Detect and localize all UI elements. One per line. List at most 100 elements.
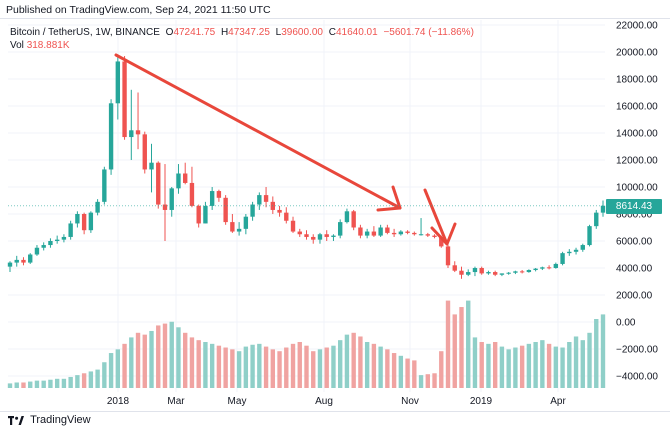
high-value: 47347.25 — [228, 27, 270, 38]
candle-body — [358, 227, 363, 236]
close-label: C — [328, 27, 336, 38]
volume-bar — [88, 371, 94, 388]
candle-body — [236, 228, 242, 232]
volume-bar — [546, 343, 552, 388]
volume-bar — [540, 340, 545, 388]
price-tick-label: 4000.00 — [616, 264, 653, 275]
candle-body — [418, 234, 424, 236]
candle-body — [600, 205, 606, 213]
candle-body — [189, 182, 195, 206]
candle-body — [398, 231, 404, 235]
volume-bar — [236, 351, 242, 388]
volume-bar — [526, 343, 532, 388]
candle-body — [169, 188, 174, 210]
candle-body — [297, 231, 302, 235]
candle-body — [351, 211, 356, 228]
candle-body — [108, 103, 114, 170]
candle-body — [553, 263, 559, 268]
candle-body — [317, 234, 323, 240]
candle-body — [567, 251, 572, 254]
volume-bar — [7, 383, 13, 388]
candle-body — [149, 162, 154, 170]
volume-bar — [580, 340, 585, 388]
drop-arrow-line — [423, 188, 449, 246]
volume-bar — [95, 369, 100, 388]
volume-bar — [519, 345, 525, 388]
trend-arrow-line — [114, 53, 402, 210]
candle-body — [263, 195, 269, 202]
price-tick-label: 0.00 — [616, 318, 636, 329]
volume-bar — [452, 314, 457, 388]
volume-bar — [533, 342, 538, 388]
candle-body — [277, 209, 282, 213]
volume-bar — [331, 345, 336, 388]
volume-bar — [338, 340, 343, 388]
price-tick-label: 14000.00 — [616, 129, 658, 140]
volume-bar — [492, 342, 498, 388]
price-tick-label: 8000.00 — [616, 210, 653, 221]
published-text: Published on TradingView.com, Sep 24, 20… — [6, 4, 271, 16]
candle-body — [196, 205, 201, 224]
volume-bar — [21, 382, 26, 388]
volume-bar — [459, 307, 464, 388]
volume-bar — [81, 373, 87, 388]
candle-body — [290, 220, 296, 232]
volume-bar — [513, 347, 518, 388]
volume-bar — [34, 380, 40, 388]
volume-bar — [54, 378, 60, 388]
candle-body — [580, 245, 585, 250]
candle-body — [311, 236, 316, 240]
trend-arrow-head — [376, 185, 402, 212]
candle-body — [526, 270, 532, 273]
price-tick-label: 16000.00 — [616, 102, 658, 113]
volume-bar — [176, 327, 181, 388]
candle-body — [14, 259, 19, 263]
volume-bar — [68, 376, 73, 388]
candle-body — [142, 134, 147, 170]
last-price-badge: 8614.43 — [606, 199, 662, 214]
volume-bar — [250, 344, 255, 388]
candle-body — [216, 191, 222, 198]
volume-bar — [115, 349, 121, 388]
candle-body — [7, 262, 13, 267]
volume-bar — [472, 337, 478, 388]
volume-bar — [48, 379, 53, 388]
time-tick-label: Apr — [550, 396, 566, 407]
volume-bar — [587, 332, 592, 388]
time-tick-label: Aug — [315, 396, 333, 407]
volume-bar — [162, 323, 168, 388]
open-value: 47241.75 — [173, 27, 216, 38]
candle-body — [573, 249, 579, 252]
high-label: H — [220, 27, 229, 38]
volume-bar — [129, 337, 134, 388]
candle-body — [439, 236, 444, 247]
candle-body — [176, 173, 181, 189]
volume-bar — [560, 347, 565, 388]
candle-body — [452, 265, 457, 271]
volume-bar — [425, 374, 430, 388]
candle-body — [243, 216, 249, 229]
candle-body — [344, 211, 350, 223]
volume-bar — [317, 349, 323, 388]
brand-footer[interactable]: TradingView — [8, 414, 91, 426]
time-tick-label: 2019 — [470, 396, 493, 407]
close-value: 41640.01 — [335, 27, 378, 38]
candle-body — [81, 214, 87, 231]
candle-body — [425, 234, 430, 236]
candle-body — [304, 234, 309, 237]
candle-body — [506, 272, 511, 274]
candle-body — [129, 130, 134, 138]
candle-body — [122, 61, 127, 138]
candle-body — [338, 222, 343, 236]
price-tick-label: 2000.00 — [616, 291, 653, 302]
volume-bar — [378, 346, 383, 388]
volume-bar — [61, 378, 67, 388]
candle-body — [385, 227, 390, 233]
change-value: −5601.74 (−11.86%) — [383, 27, 474, 38]
volume-bar — [358, 336, 363, 388]
volume-bar — [122, 343, 127, 388]
volume-bar — [230, 349, 235, 388]
candle-body — [284, 212, 289, 221]
volume-bar — [573, 336, 579, 388]
